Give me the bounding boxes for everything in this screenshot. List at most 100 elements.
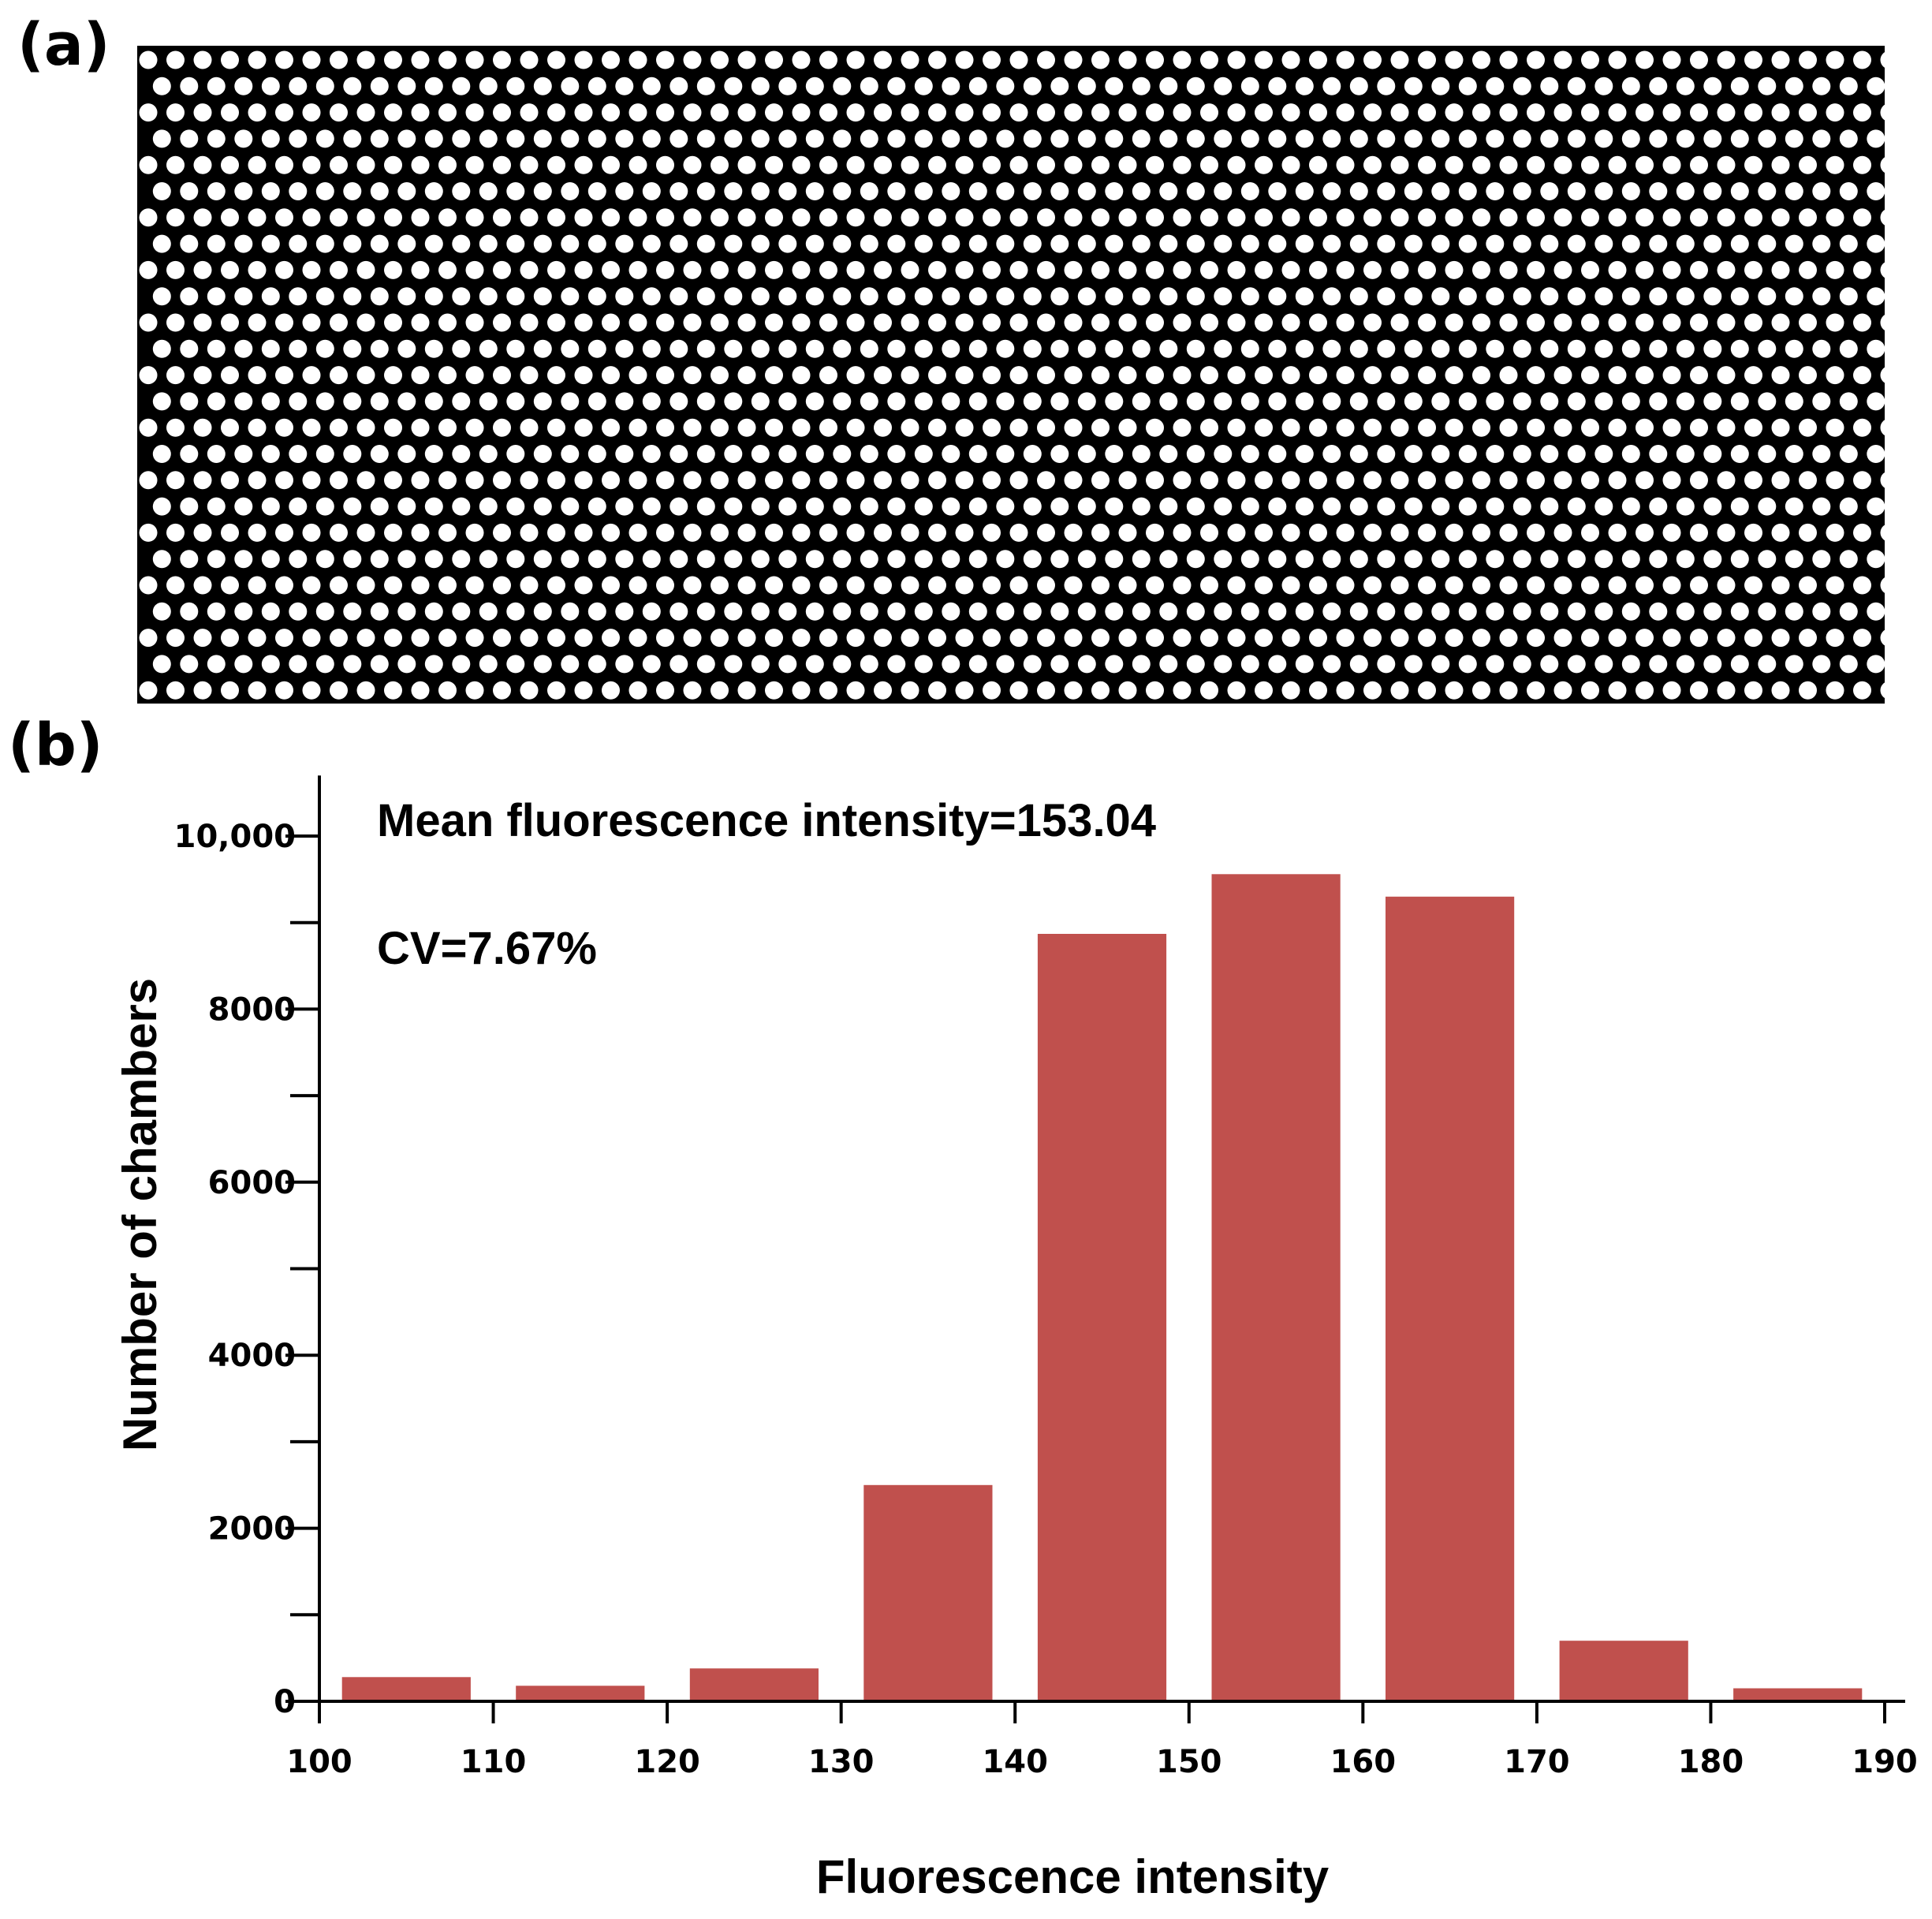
chamber-dot — [561, 445, 580, 463]
chamber-dot — [1581, 576, 1599, 595]
chamber-dot — [1132, 77, 1151, 95]
chamber-dot — [1785, 287, 1803, 306]
chamber-dot — [615, 445, 634, 463]
chamber-dot — [1662, 50, 1681, 69]
chamber-dot — [642, 234, 661, 253]
chamber-dot — [547, 629, 565, 648]
chamber-dot — [1880, 472, 1885, 488]
chamber-dot — [1799, 103, 1817, 122]
histogram-bar-160-170 — [1386, 896, 1515, 1701]
chamber-dot — [942, 287, 960, 306]
chamber-dot — [860, 655, 878, 674]
chamber-dot — [724, 550, 743, 569]
chamber-dot — [983, 418, 1001, 437]
chamber-dot — [901, 366, 919, 385]
chamber-dot — [887, 129, 906, 148]
fluorescence-microscopy-image — [137, 46, 1885, 704]
chamber-dot — [152, 655, 171, 674]
chamber-dot — [479, 77, 498, 95]
chamber-dot — [751, 445, 770, 463]
chamber-dot — [561, 392, 580, 411]
chamber-dot — [587, 655, 606, 674]
chamber-dot — [874, 681, 892, 700]
chamber-dot — [1431, 339, 1450, 358]
chamber-dot — [139, 523, 158, 542]
chamber-dot — [1540, 234, 1559, 253]
chamber-dot — [1281, 681, 1300, 700]
chamber-dot — [1690, 155, 1708, 174]
chamber-dot — [724, 234, 743, 253]
chamber-dot — [1758, 77, 1777, 95]
chamber-dot — [628, 313, 647, 332]
chamber-dot — [751, 497, 770, 516]
chamber-dot — [370, 602, 389, 621]
chamber-dot — [628, 50, 647, 69]
chamber-dot — [1105, 550, 1124, 569]
chamber-dot — [302, 418, 321, 437]
chamber-dot — [628, 155, 647, 174]
chamber-dot — [370, 550, 389, 569]
chamber-dot — [438, 523, 457, 542]
chamber-dot — [1581, 155, 1599, 174]
chamber-dot — [587, 77, 606, 95]
chamber-dot — [370, 655, 389, 674]
chamber-dot — [860, 234, 878, 253]
chamber-dot — [1662, 576, 1681, 595]
chamber-dot — [139, 313, 158, 332]
chamber-dot — [833, 445, 852, 463]
chamber-dot — [1336, 366, 1355, 385]
chamber-dot — [574, 523, 593, 542]
chamber-dot — [955, 103, 974, 122]
chamber-dot — [166, 523, 185, 542]
chamber-dot — [1240, 77, 1259, 95]
chamber-dot — [1390, 366, 1409, 385]
chamber-dot — [1118, 523, 1137, 542]
chamber-dot — [330, 523, 348, 542]
chamber-dot — [1472, 313, 1490, 332]
chamber-dot — [493, 681, 511, 700]
chamber-dot — [547, 576, 565, 595]
chamber-dot — [615, 550, 634, 569]
chamber-dot — [493, 418, 511, 437]
chamber-dot — [330, 418, 348, 437]
chamber-dot — [642, 182, 661, 200]
x-tick-label: 150 — [1156, 1744, 1222, 1780]
chamber-dot — [1703, 77, 1722, 95]
chamber-dot — [887, 287, 906, 306]
chamber-dot — [1527, 50, 1545, 69]
chamber-dot — [248, 260, 267, 279]
chamber-dot — [968, 602, 987, 621]
chamber-dot — [1077, 234, 1096, 253]
chamber-dot — [1404, 339, 1423, 358]
chamber-dot — [1621, 550, 1640, 569]
chamber-dot — [1363, 208, 1382, 227]
chamber-dot — [315, 339, 334, 358]
chamber-dot — [1255, 260, 1273, 279]
chamber-dot — [424, 339, 443, 358]
chamber-dot — [711, 50, 729, 69]
chamber-dot — [792, 208, 811, 227]
chamber-dot — [602, 208, 620, 227]
chamber-dot — [1649, 602, 1668, 621]
chamber-dot — [1812, 287, 1831, 306]
chamber-dot — [547, 366, 565, 385]
chamber-dot — [1799, 629, 1817, 648]
chamber-dot — [615, 77, 634, 95]
chamber-dot — [1553, 576, 1572, 595]
chamber-dot — [602, 103, 620, 122]
chamber-dot — [533, 497, 552, 516]
chamber-dot — [1553, 629, 1572, 648]
chamber-dot — [1037, 629, 1055, 648]
chamber-dot — [1173, 576, 1192, 595]
chamber-dot — [819, 50, 837, 69]
chamber-dot — [1146, 471, 1164, 490]
chamber-dot — [968, 77, 987, 95]
chamber-dot — [1649, 129, 1668, 148]
chamber-dot — [1553, 208, 1572, 227]
chamber-dot — [561, 182, 580, 200]
chamber-dot — [737, 103, 756, 122]
chamber-dot — [1853, 50, 1871, 69]
chamber-dot — [506, 655, 525, 674]
chamber-dot — [1268, 602, 1287, 621]
chamber-dot — [1853, 576, 1871, 595]
